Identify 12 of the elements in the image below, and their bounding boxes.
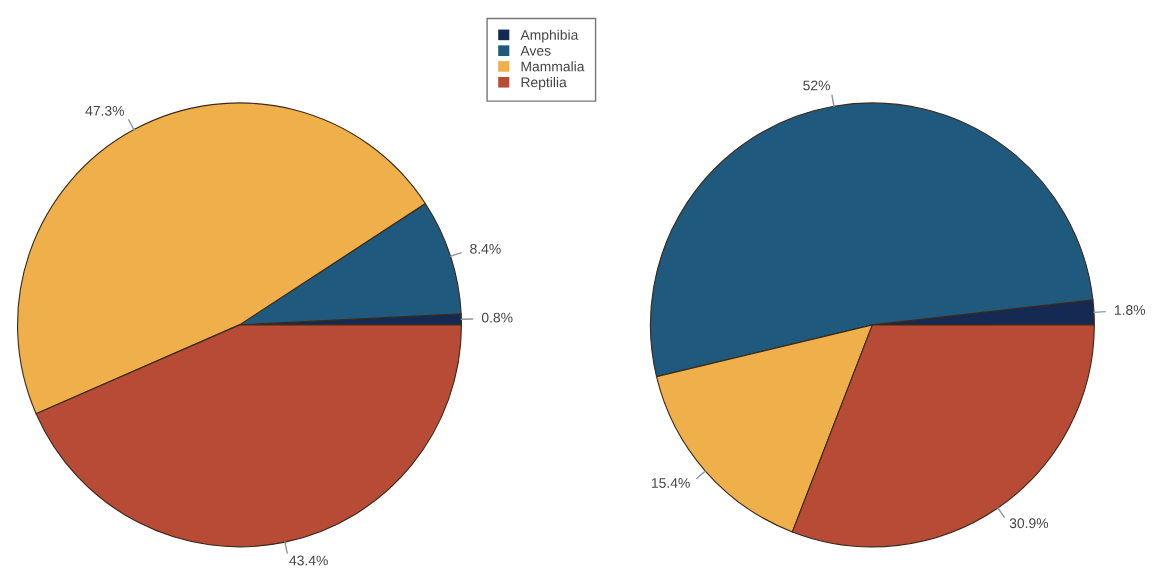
data-label: 15.4%: [651, 478, 690, 488]
data-label: 43.4%: [289, 555, 328, 566]
data-label: 8.4%: [470, 243, 501, 254]
data-label: 52%: [803, 80, 830, 91]
legend-label: Aves: [520, 45, 551, 56]
data-label: 30.9%: [1009, 518, 1049, 529]
legend-label: Mammalia: [521, 61, 585, 72]
legend-label: Reptilia: [521, 77, 567, 90]
legend-label: Amphibia: [520, 29, 579, 43]
data-label: 47.3%: [85, 105, 125, 116]
data-label: 0.8%: [481, 312, 513, 323]
data-label: 1.8%: [1114, 305, 1146, 315]
